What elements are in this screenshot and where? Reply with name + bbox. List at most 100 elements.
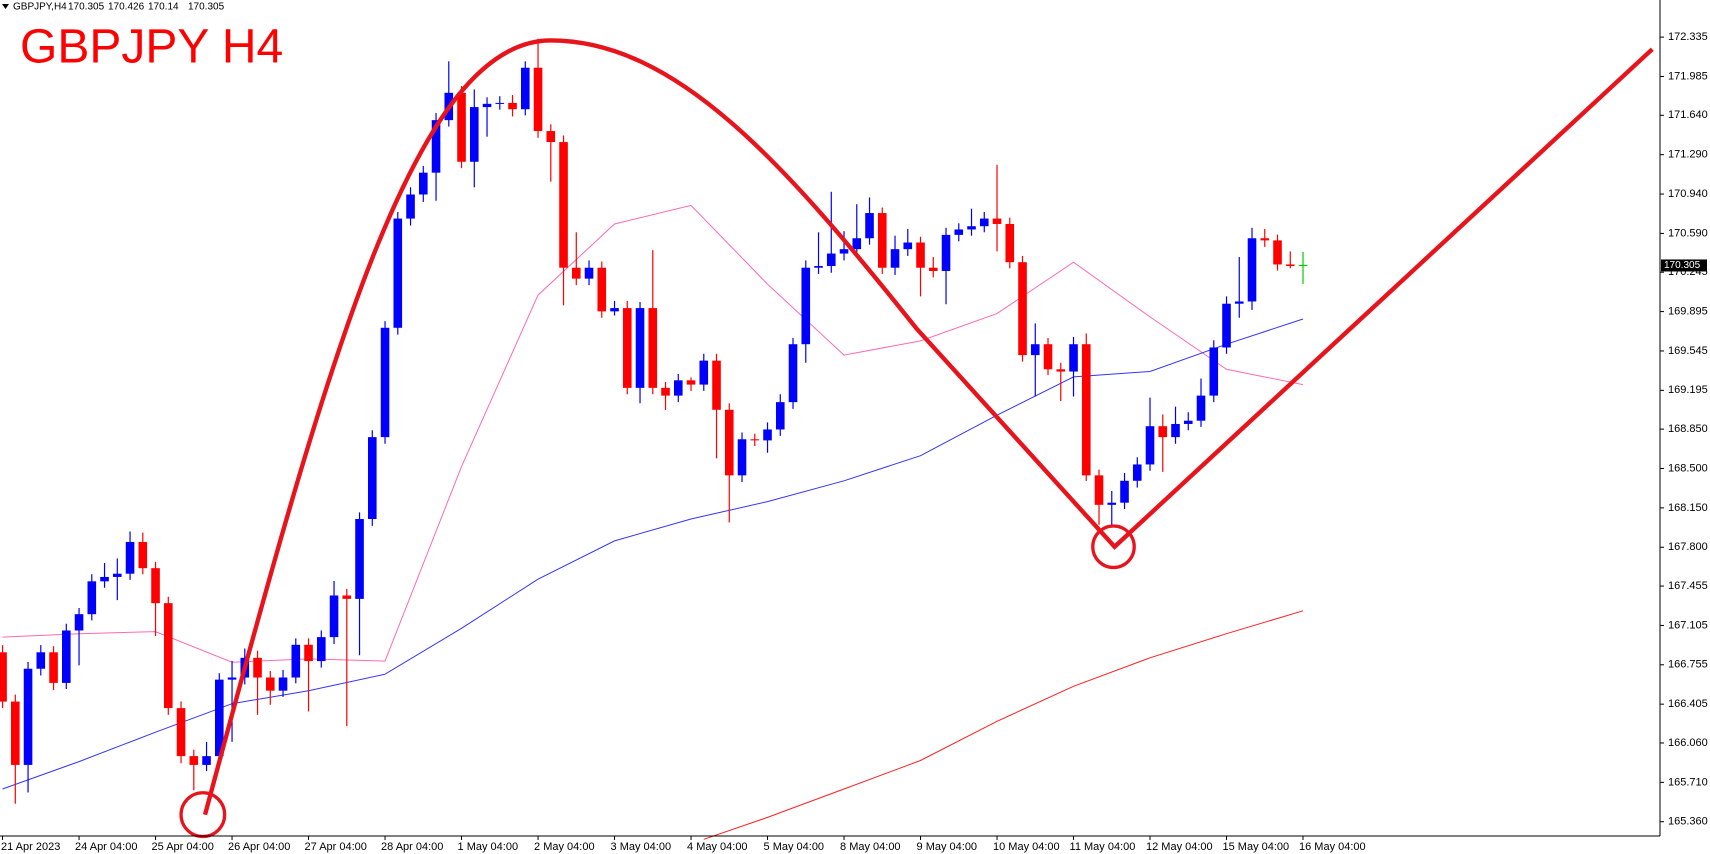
y-tick-label: 172.335 — [1668, 31, 1708, 43]
candle-body — [418, 172, 428, 195]
y-tick-label: 171.640 — [1668, 109, 1708, 121]
candle-body — [316, 637, 326, 662]
candle-body — [737, 439, 747, 476]
x-tick-label: 12 May 04:00 — [1146, 841, 1213, 853]
candle-body — [635, 308, 645, 388]
plot-area — [0, 38, 1308, 840]
candle-body — [380, 327, 390, 438]
candle-body — [431, 120, 441, 173]
x-tick-label: 10 May 04:00 — [993, 841, 1060, 853]
candle-body — [520, 67, 530, 110]
candle-body — [1094, 475, 1104, 505]
candle-body — [1132, 464, 1142, 481]
candle-body — [1209, 347, 1219, 396]
moving-average — [703, 610, 1304, 840]
y-tick-label: 167.105 — [1668, 619, 1708, 631]
header-close: 170.305 — [188, 2, 225, 13]
candle-body — [1285, 264, 1295, 267]
x-tick-label: 9 May 04:00 — [917, 841, 978, 853]
y-tick-label: 171.985 — [1668, 70, 1708, 82]
candle-body — [967, 226, 976, 230]
candle-body — [1081, 344, 1091, 476]
x-tick-label: 21 Apr 2023 — [1, 841, 60, 853]
price-label: 170.305 — [1664, 260, 1701, 271]
candle-body — [342, 595, 352, 599]
y-tick-label: 166.755 — [1668, 659, 1708, 671]
candle-body — [227, 677, 237, 680]
candle-body — [546, 131, 556, 143]
candle-body — [1069, 344, 1078, 372]
candle-body — [367, 437, 377, 520]
low-circle — [1091, 524, 1136, 570]
candle-body — [163, 603, 173, 709]
candle-body — [954, 229, 964, 235]
candle-body — [839, 249, 849, 254]
x-tick-label: 15 May 04:00 — [1223, 841, 1290, 853]
candle-body — [571, 267, 581, 279]
candle-body — [979, 218, 989, 227]
candle-body — [1273, 240, 1282, 265]
candle-body — [533, 67, 543, 132]
candle-body — [788, 344, 798, 403]
candle-body — [648, 308, 658, 388]
y-tick-label: 169.545 — [1668, 345, 1708, 357]
moving-average — [2, 204, 1304, 663]
candle-body — [916, 242, 925, 268]
x-tick-label: 25 Apr 04:00 — [152, 841, 214, 853]
candle-body — [1260, 238, 1270, 241]
candle-body — [622, 308, 632, 388]
candle-body — [1018, 262, 1027, 356]
candle-body — [189, 756, 199, 765]
candle-body — [1043, 344, 1053, 370]
candle-body — [355, 519, 364, 599]
candle-body — [1107, 502, 1117, 505]
candle-body — [508, 102, 517, 110]
candle-body — [1145, 426, 1155, 465]
x-tick-label: 5 May 04:00 — [764, 841, 825, 853]
candle-body — [278, 677, 288, 691]
candle-body — [750, 439, 760, 441]
candle-body — [329, 595, 339, 638]
candle-body — [941, 234, 951, 271]
candle-body — [393, 218, 403, 328]
y-tick-label: 166.405 — [1668, 698, 1708, 710]
candle-body — [202, 756, 211, 765]
candle-body — [49, 652, 58, 683]
x-tick-label: 2 May 04:00 — [534, 841, 595, 853]
candle-body — [1030, 344, 1040, 356]
y-tick-label: 165.710 — [1668, 776, 1708, 788]
candle-body — [457, 92, 466, 162]
candle-body — [36, 652, 46, 669]
y-tick-label: 167.455 — [1668, 580, 1708, 592]
candle-body — [801, 267, 811, 345]
candle-body — [1183, 420, 1193, 424]
y-tick-label: 168.150 — [1668, 502, 1708, 514]
candle-body — [151, 568, 160, 604]
candle-body — [176, 708, 186, 757]
candle-body — [584, 267, 594, 279]
candle-body — [0, 652, 7, 702]
candle-body — [1120, 480, 1129, 503]
x-tick-label: 26 Apr 04:00 — [228, 841, 290, 853]
pattern-line — [202, 38, 1654, 816]
candle-body — [100, 576, 109, 582]
candle-body — [10, 701, 20, 765]
candle-body — [903, 242, 913, 250]
x-tick-label: 24 Apr 04:00 — [75, 841, 137, 853]
x-tick-label: 16 May 04:00 — [1299, 841, 1366, 853]
x-tick-label: 4 May 04:00 — [687, 841, 748, 853]
candle-body — [495, 102, 505, 104]
y-tick-label: 167.800 — [1668, 541, 1708, 553]
y-tick-label: 170.590 — [1668, 227, 1708, 239]
y-tick-label: 171.290 — [1668, 149, 1708, 161]
y-tick-label: 166.060 — [1668, 737, 1708, 749]
candle-body — [304, 644, 313, 662]
candle-body — [112, 573, 122, 577]
candle-body — [865, 213, 874, 239]
x-tick-label: 8 May 04:00 — [840, 841, 901, 853]
candle-body — [61, 630, 71, 683]
y-tick-label: 169.195 — [1668, 384, 1708, 396]
candle-body — [1171, 423, 1180, 438]
